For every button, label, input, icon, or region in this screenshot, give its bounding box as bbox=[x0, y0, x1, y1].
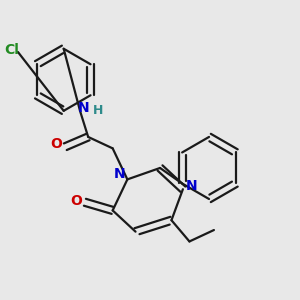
Text: N: N bbox=[113, 167, 125, 182]
Text: O: O bbox=[50, 137, 62, 151]
Text: Cl: Cl bbox=[4, 44, 20, 57]
Text: N: N bbox=[186, 179, 198, 193]
Text: O: O bbox=[70, 194, 82, 208]
Text: N: N bbox=[78, 100, 90, 115]
Text: H: H bbox=[93, 104, 103, 117]
